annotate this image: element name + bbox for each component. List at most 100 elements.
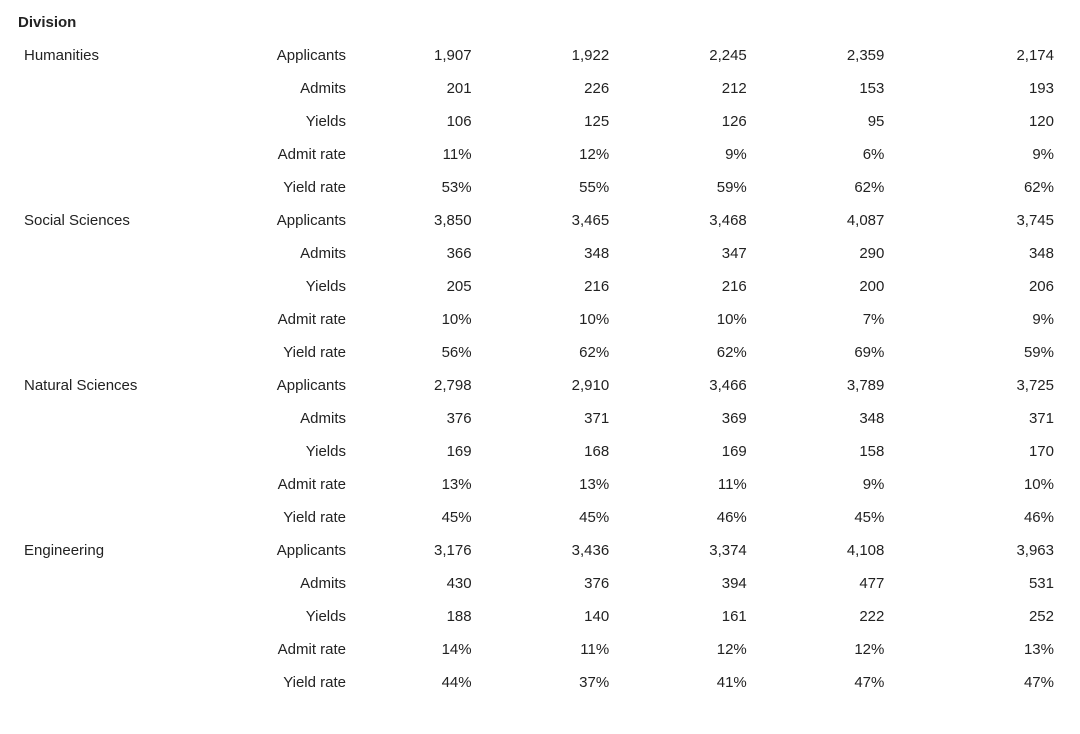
value-cell: 10% xyxy=(512,303,650,336)
value-cell: 3,466 xyxy=(649,369,787,402)
value-cell: 200 xyxy=(787,270,925,303)
value-cell: 126 xyxy=(649,105,787,138)
metric-cell: Yields xyxy=(210,600,374,633)
value-cell: 226 xyxy=(512,72,650,105)
metric-cell: Yield rate xyxy=(210,666,374,699)
value-cell: 41% xyxy=(649,666,787,699)
table-row: Admits366348347290348 xyxy=(18,237,1062,270)
metric-cell: Admits xyxy=(210,72,374,105)
value-cell: 45% xyxy=(374,501,512,534)
table-row: Admit rate11%12%9%6%9% xyxy=(18,138,1062,171)
value-cell: 170 xyxy=(924,435,1062,468)
value-cell: 10% xyxy=(649,303,787,336)
table-row: Admits201226212153193 xyxy=(18,72,1062,105)
division-cell xyxy=(18,633,210,666)
value-cell: 369 xyxy=(649,402,787,435)
value-cell: 46% xyxy=(649,501,787,534)
value-cell: 3,725 xyxy=(924,369,1062,402)
value-cell: 11% xyxy=(512,633,650,666)
value-cell: 3,963 xyxy=(924,534,1062,567)
value-cell: 158 xyxy=(787,435,925,468)
value-cell: 169 xyxy=(374,435,512,468)
division-cell xyxy=(18,468,210,501)
value-cell: 430 xyxy=(374,567,512,600)
value-cell: 59% xyxy=(924,336,1062,369)
value-cell: 2,359 xyxy=(787,39,925,72)
value-cell: 12% xyxy=(787,633,925,666)
table-row: Yield rate53%55%59%62%62% xyxy=(18,171,1062,204)
value-cell: 477 xyxy=(787,567,925,600)
division-cell xyxy=(18,402,210,435)
division-cell: Humanities xyxy=(18,39,210,72)
metric-cell: Yield rate xyxy=(210,171,374,204)
division-cell xyxy=(18,303,210,336)
value-cell: 366 xyxy=(374,237,512,270)
value-cell: 10% xyxy=(374,303,512,336)
value-cell: 2,910 xyxy=(512,369,650,402)
table-row: Yields188140161222252 xyxy=(18,600,1062,633)
value-cell: 2,798 xyxy=(374,369,512,402)
table-row: Admits376371369348371 xyxy=(18,402,1062,435)
value-cell: 348 xyxy=(924,237,1062,270)
division-cell: Social Sciences xyxy=(18,204,210,237)
value-cell: 394 xyxy=(649,567,787,600)
value-cell: 13% xyxy=(512,468,650,501)
value-cell: 44% xyxy=(374,666,512,699)
value-cell: 46% xyxy=(924,501,1062,534)
table-row: Yields205216216200206 xyxy=(18,270,1062,303)
metric-cell: Admit rate xyxy=(210,303,374,336)
value-cell: 153 xyxy=(787,72,925,105)
value-cell: 371 xyxy=(924,402,1062,435)
value-cell: 59% xyxy=(649,171,787,204)
metric-cell: Yield rate xyxy=(210,336,374,369)
value-cell: 9% xyxy=(787,468,925,501)
value-cell: 56% xyxy=(374,336,512,369)
value-cell: 125 xyxy=(512,105,650,138)
metric-cell: Admit rate xyxy=(210,138,374,171)
value-cell: 206 xyxy=(924,270,1062,303)
value-cell: 45% xyxy=(787,501,925,534)
value-cell: 140 xyxy=(512,600,650,633)
value-cell: 169 xyxy=(649,435,787,468)
value-cell: 201 xyxy=(374,72,512,105)
metric-cell: Applicants xyxy=(210,39,374,72)
metric-cell: Yields xyxy=(210,435,374,468)
metric-cell: Admits xyxy=(210,237,374,270)
value-cell: 53% xyxy=(374,171,512,204)
value-cell: 1,922 xyxy=(512,39,650,72)
value-cell: 55% xyxy=(512,171,650,204)
value-cell: 95 xyxy=(787,105,925,138)
metric-cell: Admit rate xyxy=(210,633,374,666)
admissions-table: HumanitiesApplicants1,9071,9222,2452,359… xyxy=(18,39,1062,699)
value-cell: 193 xyxy=(924,72,1062,105)
value-cell: 47% xyxy=(924,666,1062,699)
value-cell: 47% xyxy=(787,666,925,699)
metric-cell: Applicants xyxy=(210,534,374,567)
table-row: Yield rate56%62%62%69%59% xyxy=(18,336,1062,369)
value-cell: 347 xyxy=(649,237,787,270)
value-cell: 3,745 xyxy=(924,204,1062,237)
value-cell: 216 xyxy=(512,270,650,303)
value-cell: 1,907 xyxy=(374,39,512,72)
value-cell: 161 xyxy=(649,600,787,633)
value-cell: 37% xyxy=(512,666,650,699)
value-cell: 62% xyxy=(512,336,650,369)
table-row: Admit rate13%13%11%9%10% xyxy=(18,468,1062,501)
value-cell: 12% xyxy=(512,138,650,171)
metric-cell: Admits xyxy=(210,567,374,600)
value-cell: 212 xyxy=(649,72,787,105)
value-cell: 376 xyxy=(512,567,650,600)
value-cell: 13% xyxy=(924,633,1062,666)
value-cell: 4,108 xyxy=(787,534,925,567)
value-cell: 3,465 xyxy=(512,204,650,237)
value-cell: 376 xyxy=(374,402,512,435)
table-row: HumanitiesApplicants1,9071,9222,2452,359… xyxy=(18,39,1062,72)
table-row: Yield rate45%45%46%45%46% xyxy=(18,501,1062,534)
value-cell: 11% xyxy=(649,468,787,501)
value-cell: 371 xyxy=(512,402,650,435)
division-cell xyxy=(18,501,210,534)
value-cell: 9% xyxy=(649,138,787,171)
table-row: Natural SciencesApplicants2,7982,9103,46… xyxy=(18,369,1062,402)
section-title: Division xyxy=(18,10,1062,39)
metric-cell: Yields xyxy=(210,105,374,138)
